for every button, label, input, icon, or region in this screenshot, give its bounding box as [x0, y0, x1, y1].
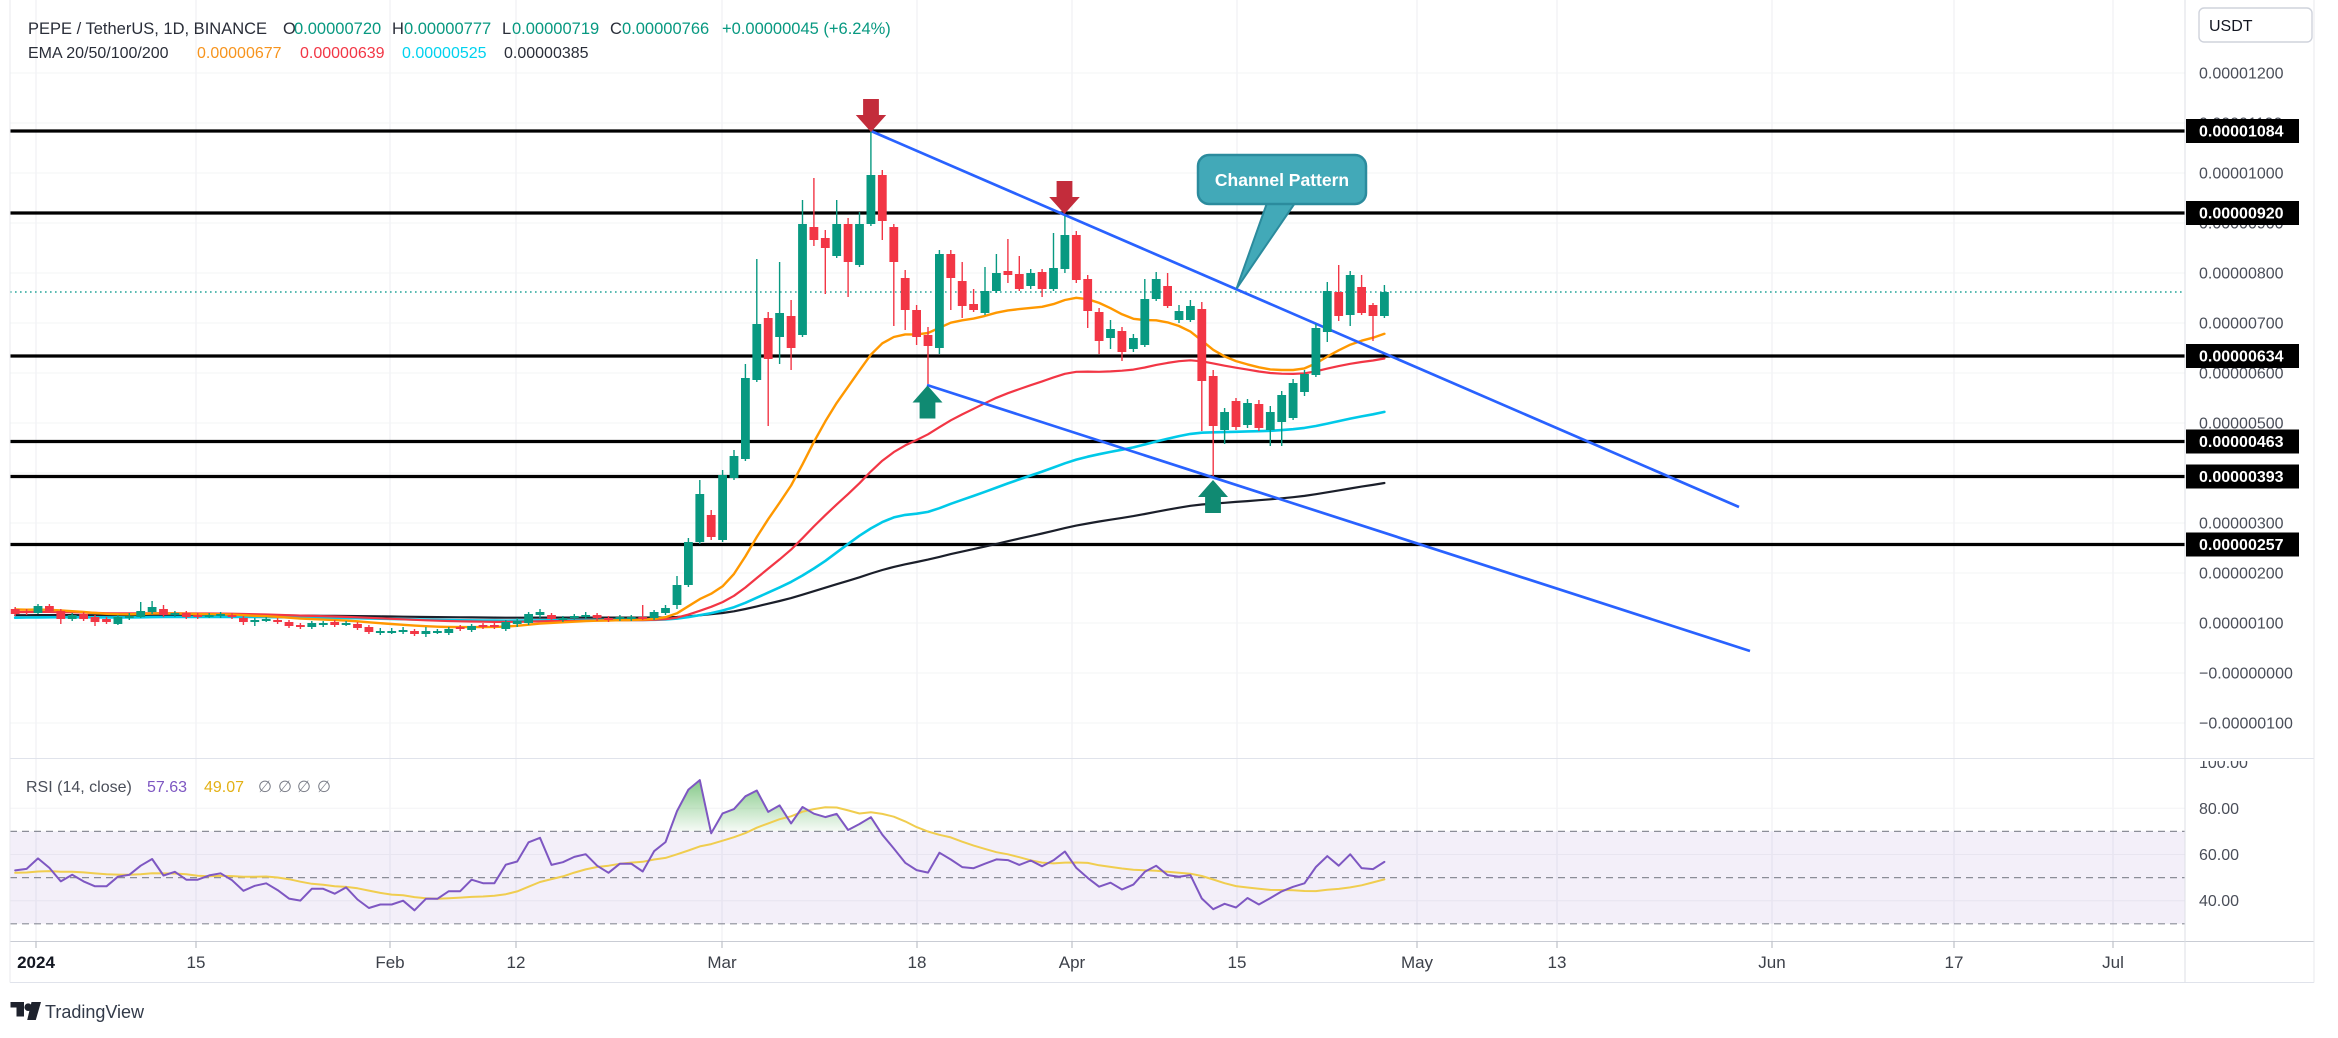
- svg-text:57.63: 57.63: [147, 779, 187, 796]
- svg-text:USDT: USDT: [2209, 18, 2253, 35]
- svg-text:0.00001200: 0.00001200: [2199, 66, 2284, 83]
- svg-text:0.00000720: 0.00000720: [294, 20, 381, 38]
- svg-text:Channel Pattern: Channel Pattern: [1215, 170, 1349, 190]
- svg-text:0.00001084: 0.00001084: [2199, 124, 2284, 141]
- svg-text:EMA 20/50/100/200: EMA 20/50/100/200: [28, 45, 169, 62]
- svg-text:0.00000920: 0.00000920: [2199, 206, 2284, 223]
- svg-text:13: 13: [1548, 953, 1567, 972]
- svg-text:TradingView: TradingView: [45, 1002, 145, 1022]
- svg-text:0.00000257: 0.00000257: [2199, 537, 2284, 554]
- svg-text:0.00000300: 0.00000300: [2199, 516, 2284, 533]
- svg-text:0.00000463: 0.00000463: [2199, 434, 2284, 451]
- svg-text:0.00000700: 0.00000700: [2199, 316, 2284, 333]
- svg-text:PEPE / TetherUS, 1D, BINANCE: PEPE / TetherUS, 1D, BINANCE: [28, 20, 267, 38]
- svg-text:∅: ∅: [297, 779, 311, 796]
- svg-text:17: 17: [1945, 953, 1964, 972]
- svg-text:Mar: Mar: [707, 953, 737, 972]
- svg-text:49.07: 49.07: [204, 779, 244, 796]
- svg-text:+0.00000045 (+6.24%): +0.00000045 (+6.24%): [722, 20, 891, 38]
- svg-text:C: C: [610, 20, 622, 38]
- svg-text:0.00000600: 0.00000600: [2199, 366, 2284, 383]
- svg-text:2024: 2024: [17, 953, 55, 972]
- svg-text:100.00: 100.00: [2199, 755, 2248, 772]
- svg-text:12: 12: [507, 953, 526, 972]
- svg-text:0.00001000: 0.00001000: [2199, 166, 2284, 183]
- svg-text:−0.00000000: −0.00000000: [2199, 666, 2293, 683]
- svg-text:15: 15: [1228, 953, 1247, 972]
- svg-text:60.00: 60.00: [2199, 847, 2239, 864]
- svg-text:0.00000719: 0.00000719: [512, 20, 599, 38]
- svg-text:Feb: Feb: [375, 953, 404, 972]
- svg-text:0.00000777: 0.00000777: [404, 20, 491, 38]
- svg-text:∅: ∅: [317, 779, 331, 796]
- svg-text:0.00000200: 0.00000200: [2199, 566, 2284, 583]
- svg-text:0.00000800: 0.00000800: [2199, 266, 2284, 283]
- svg-text:15: 15: [187, 953, 206, 972]
- svg-text:O: O: [283, 20, 296, 38]
- svg-text:0.00000385: 0.00000385: [504, 45, 589, 62]
- svg-text:Apr: Apr: [1059, 953, 1086, 972]
- svg-text:0.00000677: 0.00000677: [197, 45, 282, 62]
- svg-text:May: May: [1401, 953, 1434, 972]
- svg-text:H: H: [392, 20, 404, 38]
- svg-text:0.00000500: 0.00000500: [2199, 416, 2284, 433]
- svg-text:−0.00000100: −0.00000100: [2199, 716, 2293, 733]
- svg-text:RSI (14, close): RSI (14, close): [26, 779, 132, 796]
- svg-text:0.00000634: 0.00000634: [2199, 349, 2284, 366]
- svg-text:L: L: [502, 20, 511, 38]
- svg-text:0.00000393: 0.00000393: [2199, 469, 2284, 486]
- svg-text:∅: ∅: [278, 779, 292, 796]
- svg-text:0.00000766: 0.00000766: [622, 20, 709, 38]
- svg-text:0.00000639: 0.00000639: [300, 45, 385, 62]
- svg-text:Jul: Jul: [2102, 953, 2124, 972]
- svg-text:Jun: Jun: [1758, 953, 1785, 972]
- svg-text:0.00000100: 0.00000100: [2199, 616, 2284, 633]
- svg-text:18: 18: [908, 953, 927, 972]
- svg-text:40.00: 40.00: [2199, 893, 2239, 910]
- svg-text:80.00: 80.00: [2199, 801, 2239, 818]
- svg-text:0.00000525: 0.00000525: [402, 45, 487, 62]
- svg-text:∅: ∅: [258, 779, 272, 796]
